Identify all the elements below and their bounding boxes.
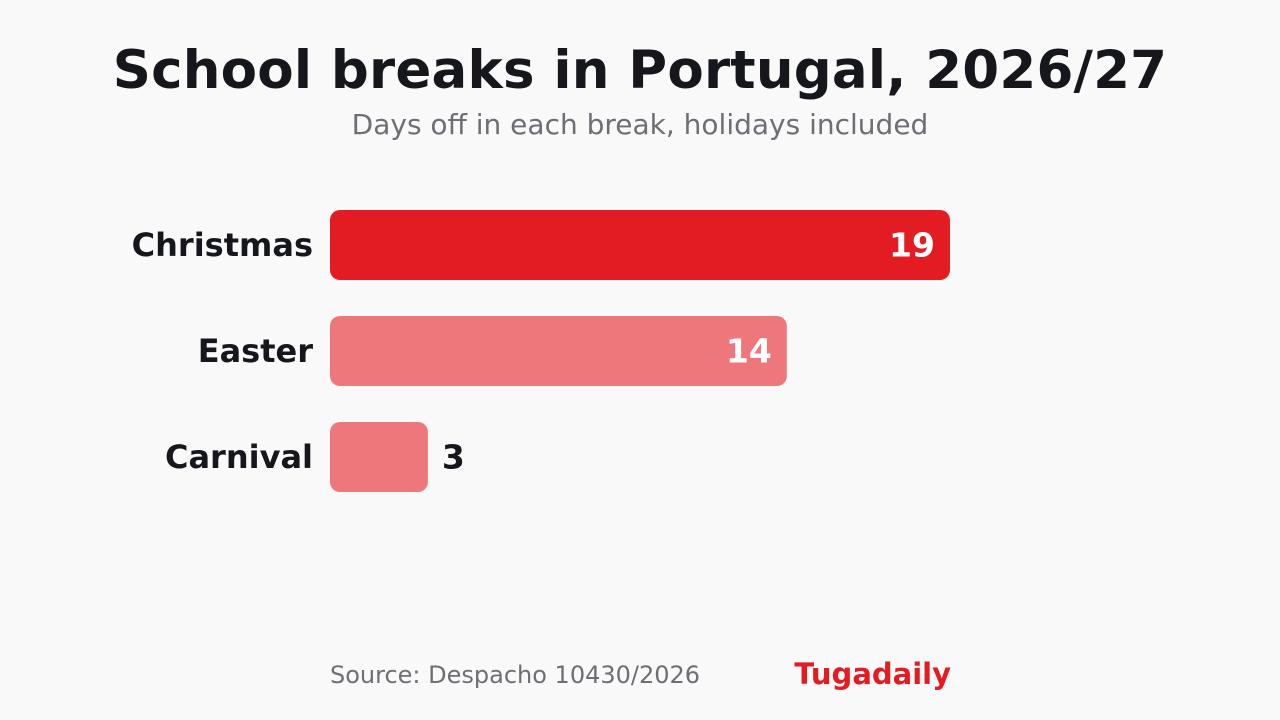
chart-subtitle: Days off in each break, holidays include… <box>351 108 929 141</box>
value-label-easter: 14 <box>726 332 772 371</box>
category-label-easter: Easter <box>198 332 314 370</box>
category-label-carnival: Carnival <box>165 438 313 476</box>
bar-carnival <box>330 422 428 492</box>
chart-title: School breaks in Portugal, 2026/27 <box>112 40 1168 101</box>
value-label-carnival: 3 <box>442 438 465 477</box>
source-note: Source: Despacho 10430/2026 <box>330 661 701 689</box>
category-label-christmas: Christmas <box>132 226 313 264</box>
bar-christmas <box>330 210 950 280</box>
bar-easter <box>330 316 787 386</box>
value-label-christmas: 19 <box>889 226 935 265</box>
brand-logo: Tugadaily <box>794 657 951 691</box>
